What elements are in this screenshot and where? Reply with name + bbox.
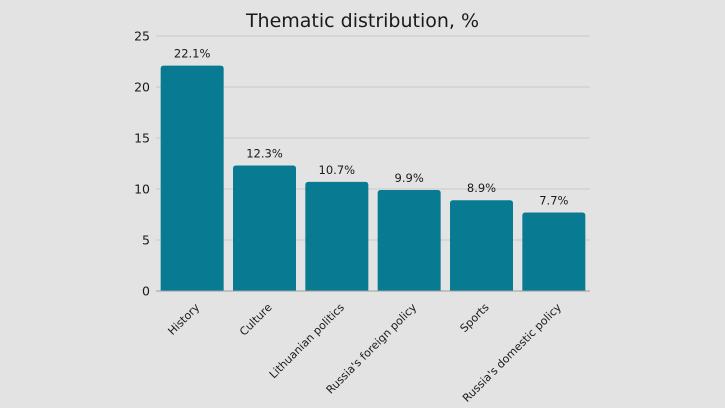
- data-label: 8.9%: [467, 181, 496, 195]
- y-tick-label: 0: [142, 284, 150, 299]
- bar-lithuanian-politics: [305, 181, 369, 291]
- chart-title: Thematic distribution, %: [245, 10, 480, 32]
- y-tick-label: 20: [134, 80, 150, 95]
- bar-russia-s-domestic-policy: [522, 212, 586, 291]
- x-category-label: History: [165, 301, 202, 338]
- x-category-label: Sports: [457, 301, 491, 335]
- bar-culture: [233, 165, 296, 291]
- data-label: 12.3%: [246, 147, 283, 161]
- data-label: 22.1%: [174, 47, 211, 61]
- x-category-label: Culture: [237, 301, 275, 339]
- bar-russia-s-foreign-policy: [377, 190, 441, 291]
- data-label: 7.7%: [539, 193, 568, 207]
- bar-sports: [450, 200, 513, 291]
- data-label: 10.7%: [319, 163, 356, 177]
- y-tick-label: 15: [134, 131, 150, 146]
- y-tick-label: 10: [134, 182, 150, 197]
- y-tick-label: 5: [142, 233, 150, 248]
- y-tick-label: 25: [134, 29, 150, 44]
- x-category-label: Lithuanian politics: [267, 301, 347, 381]
- data-label: 9.9%: [395, 171, 424, 185]
- bar-history: [160, 65, 224, 291]
